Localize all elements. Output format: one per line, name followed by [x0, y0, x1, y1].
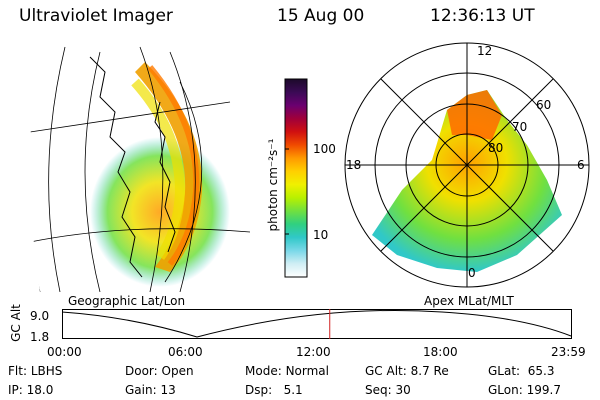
mode-value: Normal — [285, 364, 329, 378]
door-info: Door: Open — [125, 364, 194, 378]
mode-info: Mode: Normal — [245, 364, 329, 378]
date-label: 15 Aug 00 — [277, 6, 365, 26]
glat-info: GLat: 65.3 — [488, 364, 555, 378]
geographic-map — [30, 46, 251, 292]
mlat-label-70: 70 — [512, 120, 528, 134]
colorbar-tick-10: 10 — [313, 228, 329, 242]
time-tick-1800: 18:00 — [423, 345, 458, 359]
filter-value: LBHS — [30, 364, 63, 378]
dsp-info: Dsp: 5.1 — [245, 383, 303, 397]
time-tick-1200: 12:00 — [296, 345, 331, 359]
glon-info: GLon: 199.7 — [488, 383, 561, 397]
colorbar-tick-100: 100 — [313, 142, 336, 156]
gc-alt-value: 8.7 Re — [410, 364, 449, 378]
glat-value: 65.3 — [527, 364, 555, 378]
mlt-label-6: 6 — [577, 158, 585, 172]
time-label: 12:36:13 UT — [430, 6, 535, 26]
altitude-ytick-high: 9.0 — [30, 309, 50, 323]
mlat-label-80: 80 — [488, 141, 504, 155]
polar-map — [344, 42, 590, 288]
colorbar — [284, 78, 308, 278]
glon-value: 199.7 — [526, 383, 561, 397]
mlat-label-60: 60 — [536, 98, 552, 112]
altitude-plot — [61, 309, 572, 339]
time-tick-2359: 23:59 — [551, 345, 586, 359]
aurora-oval — [135, 62, 203, 272]
ip-value: 18.0 — [26, 383, 54, 397]
altitude-curve — [61, 309, 572, 338]
right-panel-label: Apex MLat/MLT — [424, 294, 514, 308]
filter-info: Flt: LBHS — [8, 364, 63, 378]
gain-value: 13 — [160, 383, 176, 397]
seq-info: Seq: 30 — [365, 383, 411, 397]
mlt-label-0: 0 — [468, 266, 476, 280]
time-tick-0600: 06:00 — [168, 345, 203, 359]
gc-alt-info: GC Alt: 8.7 Re — [365, 364, 449, 378]
door-value: Open — [161, 364, 194, 378]
instrument-title: Ultraviolet Imager — [19, 6, 173, 26]
left-panel-label: Geographic Lat/Lon — [68, 294, 186, 308]
ip-info: IP: 18.0 — [8, 383, 54, 397]
mlt-label-18: 18 — [346, 158, 362, 172]
colorbar-unit-label: photon cm⁻²s⁻¹ — [266, 138, 280, 232]
time-tick-0000: 00:00 — [47, 345, 82, 359]
seq-value: 30 — [395, 383, 411, 397]
altitude-ytick-low: 1.8 — [30, 330, 50, 344]
dsp-value: 5.1 — [283, 383, 303, 397]
mlt-label-12: 12 — [477, 44, 493, 58]
coastline — [89, 56, 176, 278]
altitude-ylabel: GC Alt — [9, 304, 23, 342]
gain-info: Gain: 13 — [125, 383, 176, 397]
